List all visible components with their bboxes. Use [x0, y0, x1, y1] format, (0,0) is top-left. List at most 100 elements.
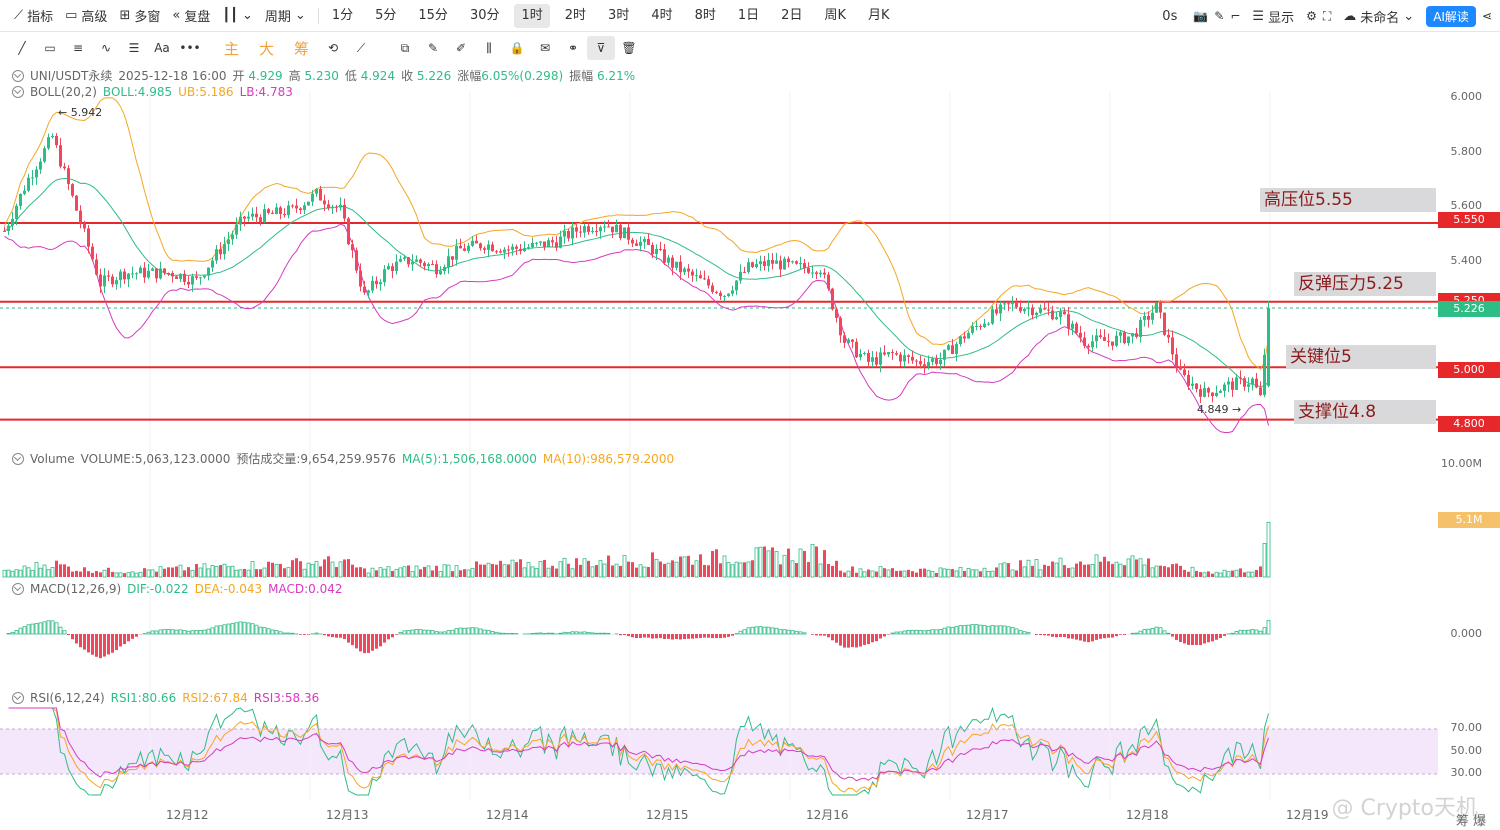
- layout-name-button[interactable]: ☁ 未命名 ⌄: [1343, 8, 1415, 26]
- rectangle-icon[interactable]: ▭: [44, 41, 56, 55]
- ruler-icon[interactable]: ⟋: [356, 40, 366, 55]
- mode-0[interactable]: 主: [223, 39, 239, 58]
- fib-icon[interactable]: ☰: [128, 41, 140, 55]
- lock-icon[interactable]: 🔒: [509, 41, 525, 55]
- macd-bar: [790, 630, 795, 635]
- interval-9[interactable]: 1日: [737, 7, 760, 23]
- volume-bar: [226, 566, 231, 578]
- volume-bar: [1135, 559, 1138, 577]
- interval-12[interactable]: 月K: [867, 7, 890, 23]
- interval-2[interactable]: 15分: [418, 7, 448, 23]
- candle-body: [927, 361, 930, 367]
- eye-icon[interactable]: [12, 69, 24, 82]
- crop-icon[interactable]: ⌐: [1230, 9, 1241, 23]
- macd-bar: [414, 629, 419, 635]
- candle-body: [1267, 307, 1270, 386]
- candle-body: [643, 239, 646, 242]
- macd-bar: [478, 628, 483, 635]
- candle-body: [723, 295, 726, 297]
- interval-8[interactable]: 8时: [694, 7, 716, 23]
- mode-2[interactable]: 筹: [293, 39, 309, 58]
- share-icon[interactable]: ⋖: [1481, 9, 1492, 23]
- interval-11[interactable]: 周K: [824, 7, 846, 23]
- candle-body: [983, 323, 986, 328]
- candle-body: [1003, 303, 1006, 305]
- text-icon[interactable]: Aa: [154, 41, 170, 55]
- annotation-key[interactable]: 关键位5: [1286, 345, 1436, 369]
- volume-bar: [1226, 571, 1231, 578]
- corner-buttons[interactable]: 筹 爆: [1455, 814, 1486, 829]
- wave-icon[interactable]: ∿: [100, 41, 112, 55]
- candle-body: [1171, 337, 1174, 355]
- interval-7[interactable]: 4时: [651, 7, 673, 23]
- candle-body: [151, 268, 154, 271]
- macd-bar: [546, 632, 551, 635]
- ai-button[interactable]: AI解读: [1426, 5, 1476, 27]
- volume-bar: [475, 561, 478, 577]
- more-icon[interactable]: •••: [179, 41, 201, 55]
- candle-body: [1187, 374, 1190, 386]
- volume-bar: [1138, 558, 1143, 578]
- eye-icon[interactable]: [12, 692, 24, 704]
- volume-bar: [1154, 565, 1159, 578]
- interval-4[interactable]: 1时: [514, 3, 550, 28]
- pattern-icon[interactable]: ⫼: [486, 40, 492, 55]
- note-icon[interactable]: ✉: [539, 41, 551, 55]
- interval-1[interactable]: 5分: [375, 7, 397, 23]
- volume-bar: [774, 551, 779, 578]
- replay-button[interactable]: «复盘: [172, 8, 211, 25]
- volume-bar: [502, 564, 507, 578]
- volume-bar: [426, 565, 431, 578]
- volume-bar: [1118, 563, 1123, 578]
- link-icon[interactable]: ⚭: [567, 41, 579, 55]
- indicator-button[interactable]: ⟋ 指标: [14, 8, 54, 25]
- macd-bar: [558, 632, 563, 635]
- interval-3[interactable]: 30分: [469, 7, 500, 23]
- macd-bar: [1115, 634, 1118, 637]
- trash-icon[interactable]: 🗑: [621, 41, 637, 55]
- annotation-rebound[interactable]: 反弹压力5.25: [1294, 272, 1436, 296]
- display-button[interactable]: ☰ 显示: [1252, 8, 1295, 26]
- period-button[interactable]: 周期 ⌄: [264, 8, 306, 25]
- interval-5[interactable]: 2时: [564, 7, 587, 23]
- chart-type-button[interactable]: ┃┃ ⌄: [216, 4, 259, 28]
- annotation-high[interactable]: 高压位5.55: [1260, 188, 1436, 212]
- candle-body: [915, 360, 918, 362]
- volume-tick: 10.00M: [1441, 457, 1482, 470]
- volume-bar: [1190, 566, 1195, 578]
- price-tick: 5.400: [1450, 254, 1483, 267]
- gear-icon[interactable]: ⚙: [1306, 9, 1317, 23]
- parallel-icon[interactable]: ≡: [72, 41, 84, 55]
- chevron-down-icon: ⌄: [1403, 8, 1415, 24]
- pen-icon[interactable]: ✎: [1214, 9, 1225, 23]
- candle-body: [687, 268, 690, 272]
- fullscreen-icon[interactable]: ⛶: [1322, 8, 1332, 23]
- eye-icon[interactable]: [12, 86, 24, 98]
- interval-0[interactable]: 1分: [331, 7, 354, 23]
- interval-10[interactable]: 2日: [781, 7, 803, 23]
- annotation-support[interactable]: 支撑位4.8: [1294, 400, 1436, 424]
- candle-body: [31, 177, 34, 179]
- macd-bar: [250, 623, 255, 635]
- eye-icon[interactable]: [12, 583, 24, 595]
- brush-icon[interactable]: ✎: [427, 41, 439, 55]
- chart-canvas[interactable]: [0, 64, 1500, 830]
- candle-body: [127, 273, 130, 280]
- macd-bar: [418, 629, 423, 635]
- macd-bar: [91, 634, 94, 655]
- mode-1[interactable]: 大: [258, 39, 274, 58]
- advanced-button[interactable]: ▭ 高级: [65, 8, 108, 25]
- line-icon[interactable]: ╱: [18, 41, 26, 55]
- copy-icon[interactable]: ⧉: [400, 40, 410, 55]
- macd-bar: [26, 624, 31, 635]
- volume-bar: [470, 568, 475, 578]
- macd-bar: [1150, 628, 1155, 635]
- eye-icon[interactable]: [12, 452, 24, 465]
- filter-icon[interactable]: ⊽: [587, 36, 615, 60]
- interval-6[interactable]: 3时: [608, 7, 630, 23]
- candle-body: [175, 276, 178, 279]
- marker-icon[interactable]: ✐: [455, 41, 467, 55]
- magnet-icon[interactable]: ⟲: [327, 41, 339, 55]
- camera-icon[interactable]: 📷: [1193, 9, 1209, 23]
- multi-window-button[interactable]: ⊞ 多窗: [119, 8, 161, 25]
